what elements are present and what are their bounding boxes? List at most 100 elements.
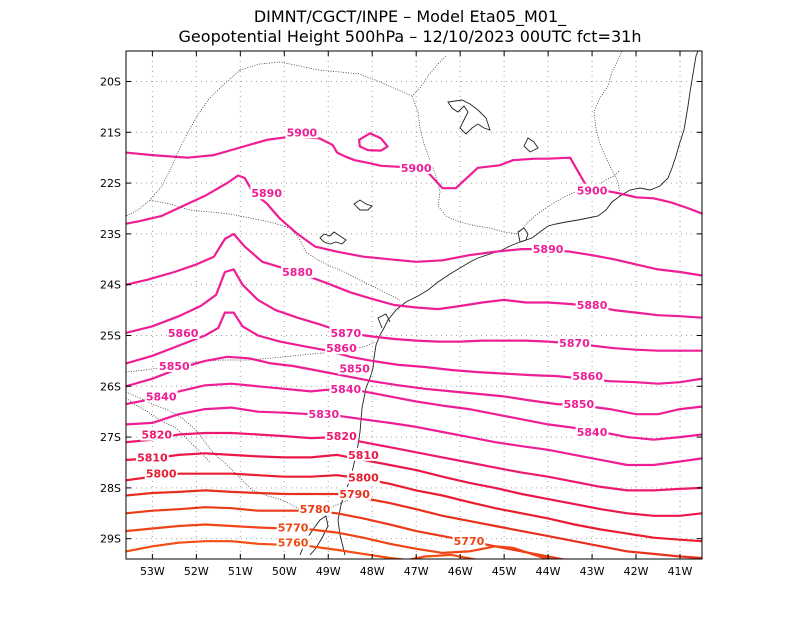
contour-5850 xyxy=(126,355,702,416)
plot-frame xyxy=(125,50,703,560)
contour-label-5810: 5810 xyxy=(137,451,168,464)
lat-tick-label: 22S xyxy=(100,177,121,190)
contour-label-5840: 5840 xyxy=(146,390,177,403)
lon-tick-label: 51W xyxy=(228,565,253,578)
lat-tick-label: 21S xyxy=(100,126,121,139)
lat-tick-label: 25S xyxy=(100,329,121,342)
contour-label-bg xyxy=(325,341,358,355)
coastline xyxy=(337,51,699,556)
contour-label-5870: 5870 xyxy=(331,327,362,340)
contour-5900 xyxy=(357,132,389,152)
state-border-mg-es xyxy=(593,51,623,197)
lat-tick-label: 29S xyxy=(100,533,121,546)
contour-label-5800: 5800 xyxy=(348,472,379,485)
contour-label-5880: 5880 xyxy=(577,299,608,312)
axes: 53W 52W 51W 50W 49W 48W 47W 46W 45W 44W 43W 42W 41W 2… xyxy=(100,51,702,578)
lat-tick-label: 27S xyxy=(100,431,121,444)
contour-label-5900: 5900 xyxy=(287,126,318,139)
contour-label-5820: 5820 xyxy=(141,429,172,442)
contour-label-5860: 5860 xyxy=(168,327,199,340)
contour-label-bg xyxy=(558,336,591,350)
lon-tick-label: 49W xyxy=(316,565,341,578)
lon-tick-label: 50W xyxy=(272,565,297,578)
contour-5760 xyxy=(126,540,408,559)
contour-label-bg xyxy=(399,160,433,174)
contour-label-bg xyxy=(281,264,314,278)
contour-label-bg xyxy=(285,125,319,139)
lon-tick-label: 53W xyxy=(140,565,165,578)
map-title-line-1: DIMNT/CGCT/INPE – Model Eta05_M01_ xyxy=(254,7,567,27)
contour-label-5860: 5860 xyxy=(326,342,357,355)
contour-label-bg xyxy=(157,358,191,372)
contour-5820 xyxy=(126,431,702,492)
contour-label-bg xyxy=(571,369,605,383)
lat-tick-label: 28S xyxy=(100,482,121,495)
contour-label-bg xyxy=(250,186,284,200)
lon-tick-label: 48W xyxy=(360,565,385,578)
contour-label-bg xyxy=(307,407,341,421)
contour-5830 xyxy=(126,406,702,467)
lat-tick-label: 20S xyxy=(100,75,121,88)
map-title-line-2: Geopotential Height 500hPa – 12/10/2023 … xyxy=(179,27,642,46)
contour-label-5890: 5890 xyxy=(251,187,282,200)
paranagua-bay xyxy=(377,313,391,329)
state-border-mg-rj xyxy=(517,169,621,235)
contour-label-5760: 5760 xyxy=(278,537,309,550)
contour-5790 xyxy=(126,489,702,559)
contour-label-bg xyxy=(276,520,310,534)
contour-label-bg xyxy=(298,502,332,516)
contour-label-5780: 5780 xyxy=(300,503,331,516)
contour-label-bg xyxy=(338,361,372,375)
contour-5890 xyxy=(126,174,702,277)
contour-label-bg xyxy=(140,427,174,441)
contour-label-5850: 5850 xyxy=(159,360,190,373)
contour-5770 xyxy=(126,523,553,559)
contour-label-5860: 5860 xyxy=(572,370,603,383)
contour-label-bg xyxy=(338,486,372,500)
lon-tick-label: 52W xyxy=(184,565,209,578)
state-border-mg-sp xyxy=(239,55,447,97)
contour-5810 xyxy=(126,452,702,517)
contour-label-bg xyxy=(347,470,380,484)
state-border-sp-ms xyxy=(126,69,241,217)
contour-5870 xyxy=(126,268,702,352)
contour-5880 xyxy=(126,232,702,319)
contour-label-bg xyxy=(329,381,363,395)
contour-5900 xyxy=(126,135,702,215)
reservoir-tres-marias xyxy=(523,137,539,153)
contour-label-bg xyxy=(347,447,380,461)
base-map xyxy=(126,51,699,556)
lon-tick-label: 47W xyxy=(404,565,429,578)
country-border-south xyxy=(126,397,211,463)
contour-label-5850: 5850 xyxy=(564,398,595,411)
reservoir-furnas xyxy=(447,99,491,135)
contour-label-bg xyxy=(575,425,609,438)
lon-tick-label: 42W xyxy=(624,565,649,578)
reservoir-paranapanema xyxy=(319,231,347,245)
contour-5840 xyxy=(126,382,702,441)
lat-tick-label: 26S xyxy=(100,380,121,393)
lon-tick-label: 46W xyxy=(448,565,473,578)
state-border-sp-pr xyxy=(149,199,401,301)
graticule xyxy=(126,51,702,559)
contour-5800 xyxy=(126,472,702,543)
contour-label-5820: 5820 xyxy=(326,430,357,443)
contour-labels: 5900 5900 5900 5890 5890 5880 5880 5870 5870 5860… xyxy=(135,125,609,550)
lon-tick-label: 44W xyxy=(536,565,561,578)
contour-label-5890: 5890 xyxy=(533,243,564,256)
contour-label-5810: 5810 xyxy=(348,449,379,462)
contour-label-5800: 5800 xyxy=(146,468,177,481)
contour-label-bg xyxy=(531,242,565,256)
lon-tick-label: 43W xyxy=(580,565,605,578)
contour-label-bg xyxy=(325,429,358,443)
contour-label-5830: 5830 xyxy=(309,408,340,421)
contour-label-bg xyxy=(329,325,363,339)
contour-label-5840: 5840 xyxy=(331,383,362,396)
contour-label-5870: 5870 xyxy=(559,337,590,350)
contour-label-bg xyxy=(276,535,310,549)
contour-label-5850: 5850 xyxy=(339,363,370,376)
contour-label-bg xyxy=(562,397,596,411)
contour-label-bg xyxy=(135,450,169,464)
lat-tick-label: 23S xyxy=(100,228,121,241)
